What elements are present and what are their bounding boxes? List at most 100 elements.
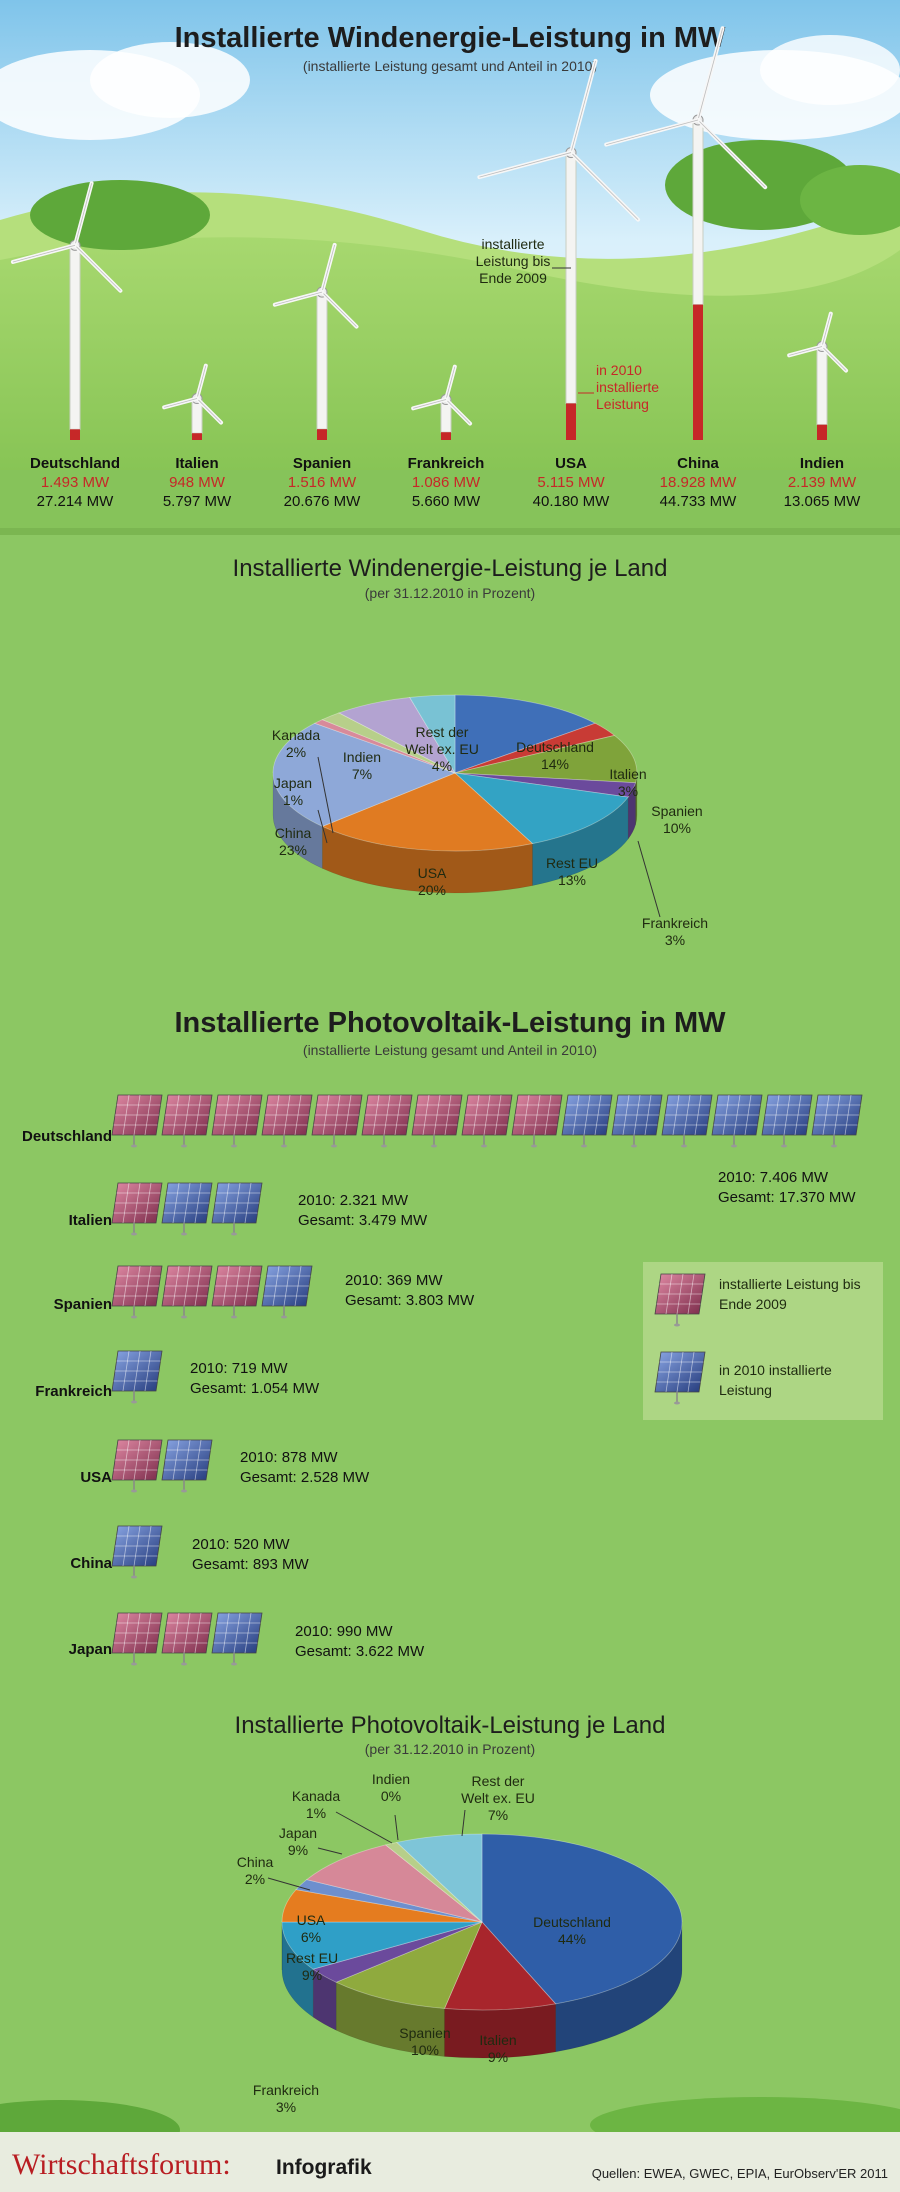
- wind-country-frankreich: Frankreich 1.086 MW 5.660 MW: [386, 454, 506, 511]
- pv-country-name: Spanien: [53, 1296, 112, 1313]
- turbine-china: [604, 26, 768, 440]
- pv-panel-2009: [161, 1265, 213, 1319]
- pie-slice-frankreich: [312, 1921, 483, 1983]
- wind-pie-chart: Deutschland14%Italien3%Spanien10%Frankre…: [272, 694, 708, 948]
- wind-country-china: China 18.928 MW 44.733 MW: [638, 454, 758, 511]
- pv-country-values: 2010: 719 MW Gesamt: 1.054 MW: [190, 1359, 319, 1399]
- pv-2010-value: 2010: 369 MW: [345, 1272, 443, 1289]
- pv-country-values: 2010: 7.406 MW Gesamt: 17.370 MW: [718, 1168, 856, 1208]
- pv-panel-2009: [411, 1094, 463, 1148]
- tower-2010-spanien: [317, 429, 327, 440]
- pie-value-label: Welt ex. EU: [461, 1790, 535, 1806]
- pv-2010-value: 2010: 520 MW: [192, 1536, 290, 1553]
- wind-country-total: 5.660 MW: [411, 493, 481, 510]
- pie-sides: [272, 772, 638, 894]
- pv-2010-value: 2010: 7.406 MW: [718, 1169, 829, 1186]
- wind-country-2010: 1.516 MW: [287, 474, 357, 491]
- tower-2010-italien: [192, 433, 202, 440]
- pie-value-label: 9%: [288, 1842, 308, 1858]
- pie-value-label: 7%: [488, 1807, 508, 1823]
- pv-2010-value: 2010: 719 MW: [190, 1360, 288, 1377]
- wind-background: [0, 0, 900, 535]
- turbine-frankreich: [411, 364, 473, 440]
- pie-value-label: 44%: [558, 1931, 586, 1947]
- wind-country-name: Italien: [175, 455, 219, 472]
- pv-pie-title: Installierte Photovoltaik-Leistung je La…: [234, 1712, 666, 1739]
- wind-country-usa: USA 5.115 MW 40.180 MW: [511, 454, 631, 511]
- turbine-usa: [477, 58, 641, 440]
- pie-slice-kanada: [384, 1841, 483, 1923]
- pie-value-label: 0%: [381, 1788, 401, 1804]
- pv-total-value: Gesamt: 17.370 MW: [718, 1189, 856, 1206]
- wind-country-total: 20.676 MW: [283, 493, 361, 510]
- pv-panel-2009: [361, 1094, 413, 1148]
- pie-value-label: Frankreich: [253, 2082, 319, 2098]
- annotation-2010: in 2010 installierte Leistung: [596, 362, 660, 412]
- pie-category-label: Rest der: [472, 1773, 525, 1789]
- pie-value-label: 9%: [302, 1967, 322, 1983]
- pv-pie-section: Installierte Photovoltaik-Leistung je La…: [0, 1705, 900, 2132]
- wind-country-indien: Indien 2.139 MW 13.065 MW: [762, 454, 882, 511]
- pie-slice-deutschland: [454, 694, 597, 774]
- legend-panel-2010: [654, 1351, 706, 1405]
- wind-country-2010: 2.139 MW: [787, 474, 857, 491]
- pie-value-label: 1%: [306, 1805, 326, 1821]
- footer: Wirtschaftsforum: Infografik Quellen: EW…: [0, 2132, 900, 2192]
- pv-subtitle: (installierte Leistung gesamt und Anteil…: [302, 1042, 598, 1058]
- wind-country-2010: 18.928 MW: [659, 474, 737, 491]
- pie-value-label: Rest EU: [546, 855, 598, 871]
- pie-slice-italien: [443, 1921, 557, 2011]
- turbine-deutschland: [10, 181, 123, 440]
- pv-panel-2009: [111, 1612, 163, 1666]
- sources: Quellen: EWEA, GWEC, EPIA, EurObserv'ER …: [591, 2166, 888, 2181]
- pie-value-label: 6%: [301, 1929, 321, 1945]
- tower-2010-deutschland: [70, 429, 80, 440]
- pie-labels: Deutschland44%Italien9%Spanien10%Frankre…: [237, 1771, 611, 2115]
- tower-2010-indien: [817, 424, 827, 440]
- pie-value-label: Deutschland: [533, 1914, 611, 1930]
- pie-labels: Deutschland14%Italien3%Spanien10%Frankre…: [272, 724, 708, 948]
- legend-red-panel: [654, 1273, 706, 1327]
- pv-country-values: 2010: 369 MW Gesamt: 3.803 MW: [345, 1271, 474, 1311]
- pv-country-values: 2010: 2.321 MW Gesamt: 3.479 MW: [298, 1191, 427, 1231]
- wind-country-total: 5.797 MW: [162, 493, 232, 510]
- pie-value-label: Welt ex. EU: [405, 741, 479, 757]
- legend-blue-panel: [654, 1351, 706, 1405]
- pv-total-value: Gesamt: 2.528 MW: [240, 1469, 370, 1486]
- turbine-spanien: [272, 242, 359, 440]
- wind-country-name: Indien: [799, 455, 845, 472]
- pie-slice-indien: [337, 697, 457, 775]
- pv-panel-2009: [111, 1439, 163, 1493]
- wind-country-spanien: Spanien 1.516 MW 20.676 MW: [262, 454, 382, 511]
- pv-panel-2010: [761, 1094, 813, 1148]
- wind-country-italien: Italien 948 MW 5.797 MW: [137, 454, 257, 511]
- pv-panel-2009: [261, 1094, 313, 1148]
- pie-value-label: Japan: [279, 1825, 317, 1841]
- turbine-bars: [10, 26, 849, 440]
- pie-leader-line: [317, 1847, 343, 1855]
- pie-leader-line: [637, 840, 661, 918]
- pv-panel-2009: [111, 1182, 163, 1236]
- pie-value-label: Japan: [274, 775, 312, 791]
- pv-panel-2010: [111, 1350, 163, 1404]
- brand-name: Wirtschaftsforum:: [12, 2148, 231, 2181]
- pv-panel-2010: [111, 1525, 163, 1579]
- pv-panel-2010: [561, 1094, 613, 1148]
- wind-country-total: 44.733 MW: [659, 493, 737, 510]
- pie-slice-usa: [321, 772, 534, 852]
- pie-value-label: Indien: [343, 749, 381, 765]
- pv-country-name: Japan: [68, 1641, 112, 1658]
- wind-country-total: 40.180 MW: [532, 493, 610, 510]
- pie-value-label: 20%: [418, 882, 446, 898]
- pv-panel-2009: [461, 1094, 513, 1148]
- wind-country-2010: 1.086 MW: [411, 474, 481, 491]
- brand-suffix: Infografik: [276, 2156, 372, 2179]
- pie-value-label: 23%: [279, 842, 307, 858]
- pv-panel-2009: [111, 1265, 163, 1319]
